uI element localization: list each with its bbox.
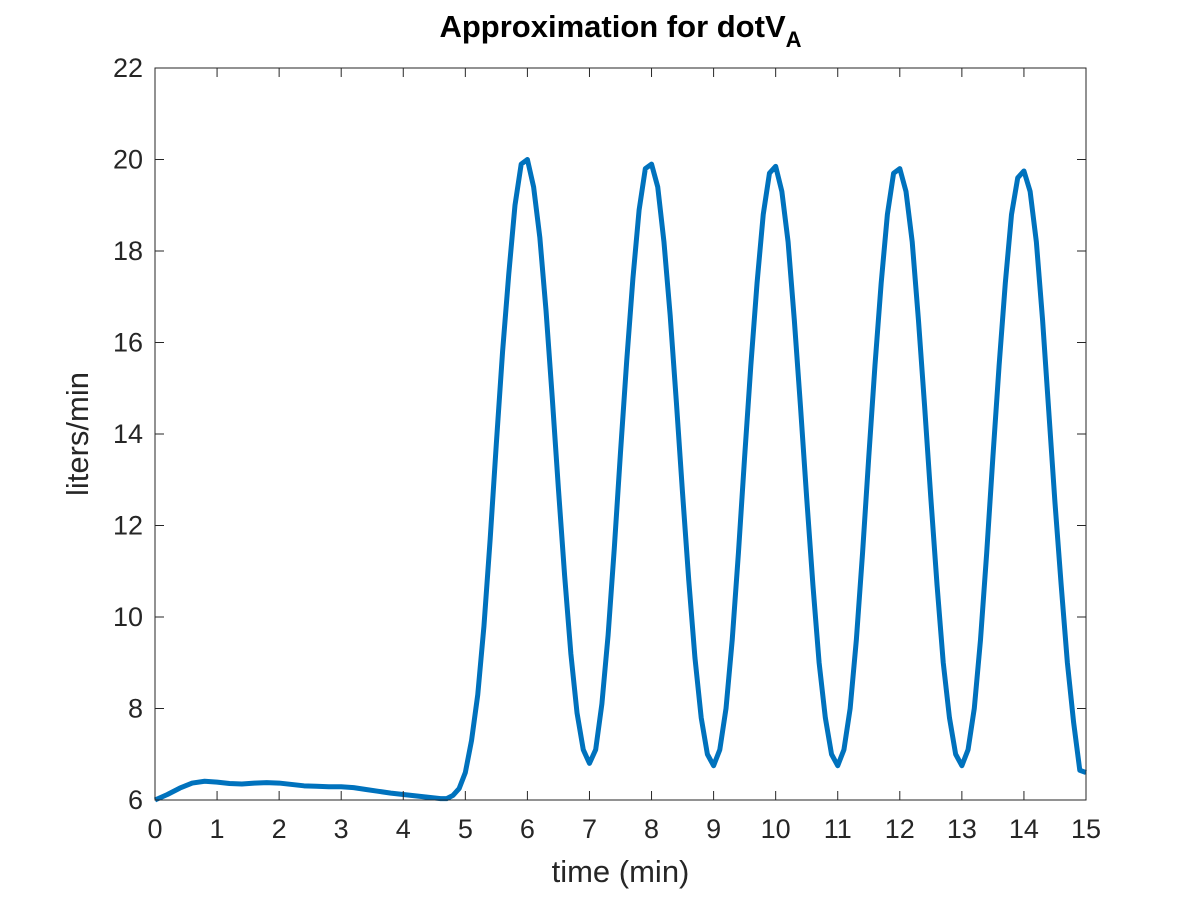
x-tick-label: 2: [272, 814, 287, 844]
y-tick-label: 8: [128, 694, 143, 724]
chart-title-subscript: A: [786, 27, 802, 52]
plot-area: [153, 67, 1087, 803]
x-tick-label: 5: [458, 814, 473, 844]
chart-title-main: Approximation for dotV: [439, 9, 785, 44]
x-tick-label: 11: [824, 814, 852, 844]
x-tick-label: 0: [147, 814, 162, 844]
x-tick-label: 15: [1071, 814, 1101, 844]
x-tick-label: 9: [706, 814, 721, 844]
x-tick-label: 14: [1009, 814, 1039, 844]
x-tick-label: 3: [334, 814, 349, 844]
chart-title: Approximation for dotVA: [439, 9, 801, 52]
y-tick-label: 20: [113, 145, 143, 175]
x-tick-label: 13: [947, 814, 977, 844]
x-axis-ticks: 0 1 2 3 4 5 6 7 8 9 10 11 12 13 14 15: [147, 68, 1101, 844]
series-line: [153, 157, 1087, 803]
y-tick-label: 16: [113, 328, 143, 358]
y-tick-label: 10: [113, 602, 143, 632]
x-tick-label: 12: [885, 814, 915, 844]
y-tick-label: 12: [113, 511, 143, 541]
x-tick-label: 8: [644, 814, 659, 844]
y-tick-label: 22: [113, 53, 143, 83]
series-layer: [153, 157, 1087, 803]
y-tick-label: 14: [113, 419, 143, 449]
y-tick-label: 18: [113, 236, 143, 266]
x-tick-label: 7: [582, 814, 597, 844]
x-tick-label: 1: [210, 814, 225, 844]
x-tick-label: 4: [396, 814, 411, 844]
y-tick-label: 6: [128, 785, 143, 815]
x-tick-label: 6: [520, 814, 535, 844]
y-axis-ticks: 6 8 10 12 14 16 18 20 22: [113, 53, 1086, 815]
x-tick-label: 10: [761, 814, 791, 844]
y-axis-label: liters/min: [60, 372, 95, 496]
x-axis-label: time (min): [552, 854, 690, 889]
